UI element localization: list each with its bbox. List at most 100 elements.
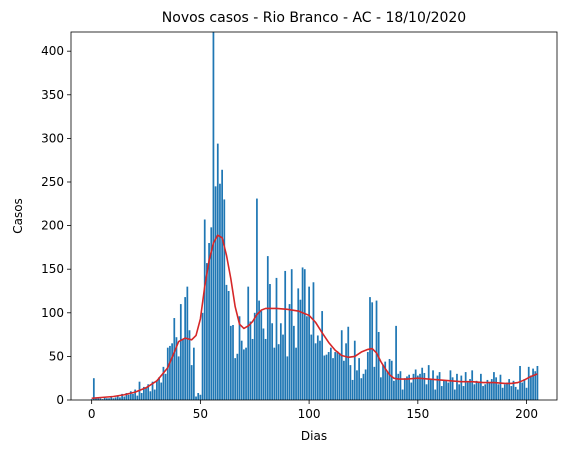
bar: [486, 379, 489, 400]
bar: [123, 396, 126, 400]
bar: [508, 379, 511, 400]
bar: [223, 199, 226, 400]
bar: [166, 347, 169, 400]
bar: [271, 323, 274, 400]
bar: [390, 360, 393, 400]
bar: [393, 380, 395, 400]
bar: [277, 344, 280, 400]
bar: [312, 282, 315, 400]
bar: [358, 358, 360, 400]
bar: [188, 330, 191, 400]
x-tick-label: 0: [88, 407, 96, 421]
bar: [308, 286, 310, 400]
bar: [147, 384, 150, 400]
bar: [532, 368, 534, 400]
bar: [327, 352, 330, 400]
bar: [229, 325, 232, 400]
bar: [169, 345, 171, 400]
bar: [419, 373, 421, 400]
bar: [375, 300, 378, 400]
bar: [245, 347, 247, 400]
bar: [490, 379, 493, 400]
bar: [214, 186, 217, 400]
bar: [197, 393, 200, 400]
bar: [236, 353, 239, 400]
bar: [414, 369, 417, 400]
bar: [295, 347, 297, 400]
bar: [373, 366, 376, 400]
y-tick-label: 350: [41, 88, 64, 102]
bar: [173, 318, 176, 400]
bar: [127, 394, 130, 400]
bar: [303, 269, 306, 400]
bar: [371, 302, 374, 400]
bar: [503, 384, 506, 400]
bar: [219, 183, 221, 400]
bar: [410, 382, 413, 400]
y-axis-ticks: 0 50 100 150 200 250 300 350 400: [41, 44, 71, 407]
trend-line-series: [91, 234, 538, 400]
bar: [493, 372, 495, 400]
bar: [258, 300, 260, 400]
bar: [340, 330, 343, 400]
bar: [153, 389, 156, 400]
bar: [451, 377, 454, 400]
bar: [284, 270, 287, 400]
bar: [234, 358, 237, 400]
bar: [388, 359, 391, 400]
bar: [114, 397, 117, 400]
bar-series: [90, 32, 539, 400]
bar: [482, 386, 484, 400]
bar: [288, 304, 291, 400]
bar: [184, 297, 187, 400]
bar: [514, 386, 517, 400]
axes-frame: [70, 31, 558, 401]
bar: [99, 398, 102, 400]
bar: [264, 338, 267, 400]
bar: [208, 243, 210, 400]
bar: [364, 369, 367, 400]
bar: [401, 389, 404, 400]
bar: [253, 312, 256, 400]
y-tick-label: 100: [41, 306, 64, 320]
bar: [90, 399, 93, 400]
bar: [290, 269, 293, 400]
bar: [212, 32, 215, 400]
bar: [106, 398, 108, 400]
bar: [501, 387, 504, 400]
bar: [142, 386, 145, 400]
bar: [384, 361, 387, 400]
bar: [269, 284, 271, 400]
bar: [382, 365, 384, 400]
bar: [171, 343, 173, 400]
bar: [460, 375, 463, 400]
bar: [488, 382, 491, 400]
bar: [299, 299, 302, 400]
bar: [121, 393, 123, 400]
bar: [495, 377, 497, 400]
bar: [462, 386, 465, 400]
bar: [512, 380, 515, 400]
bar: [516, 389, 519, 400]
bar: [293, 325, 295, 400]
bar: [453, 389, 456, 400]
bar: [443, 379, 445, 400]
bar: [286, 356, 289, 400]
bar: [473, 384, 476, 400]
bar: [499, 374, 502, 400]
bar: [343, 360, 345, 400]
bar: [175, 337, 178, 400]
bar: [530, 375, 532, 400]
bar: [356, 370, 358, 400]
bar: [366, 352, 369, 400]
y-tick-label: 400: [41, 44, 64, 58]
bar: [132, 393, 134, 400]
bar: [430, 379, 432, 400]
bar: [140, 393, 143, 400]
bar: [425, 384, 428, 400]
bar: [110, 396, 113, 400]
bar: [279, 323, 282, 400]
bar: [314, 343, 317, 400]
bar: [162, 366, 165, 400]
bar: [210, 227, 213, 400]
